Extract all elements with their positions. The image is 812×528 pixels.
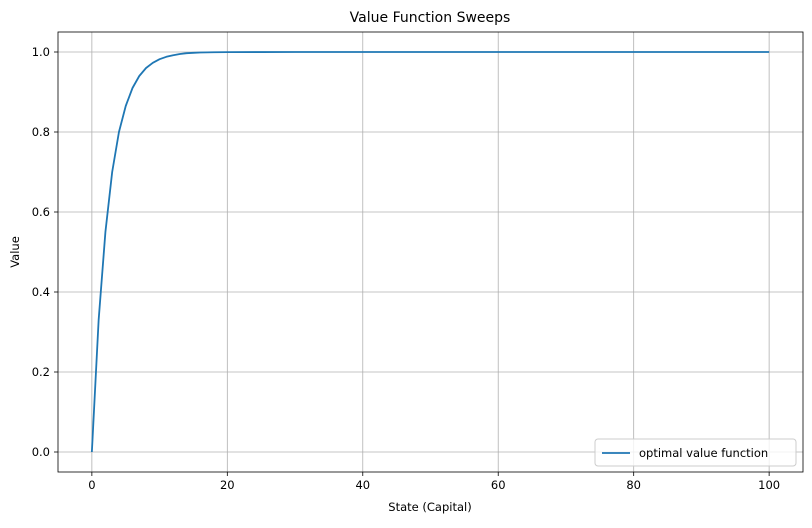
x-tick-label: 80 bbox=[626, 478, 641, 492]
x-tick-label: 40 bbox=[355, 478, 370, 492]
legend-box bbox=[594, 438, 797, 467]
x-axis-label: State (Capital) bbox=[388, 500, 471, 514]
y-tick-label: 1.0 bbox=[32, 45, 50, 59]
y-tick-label: 0.8 bbox=[32, 125, 50, 139]
x-tick-label: 100 bbox=[758, 478, 780, 492]
grid bbox=[58, 32, 803, 472]
y-tick-label: 0.2 bbox=[32, 365, 50, 379]
y-tick-label: 0.4 bbox=[32, 285, 50, 299]
x-tick-label: 0 bbox=[88, 478, 95, 492]
series-line-optimal-value-function bbox=[90, 51, 770, 453]
legend: optimal value function bbox=[594, 438, 797, 467]
x-axis-ticks: 0 20 40 60 80 100 bbox=[88, 472, 780, 492]
legend-label: optimal value function bbox=[639, 446, 768, 460]
x-tick-label: 20 bbox=[220, 478, 235, 492]
y-tick-label: 0.0 bbox=[32, 445, 50, 459]
series-layer bbox=[90, 51, 770, 453]
x-tick-label: 60 bbox=[491, 478, 506, 492]
y-tick-label: 0.6 bbox=[32, 205, 50, 219]
y-axis-ticks: 0.0 0.2 0.4 0.6 0.8 1.0 bbox=[32, 45, 58, 459]
chart-title: Value Function Sweeps bbox=[350, 10, 511, 26]
plot-frame bbox=[57, 31, 804, 473]
y-axis-label: Value bbox=[8, 236, 22, 268]
